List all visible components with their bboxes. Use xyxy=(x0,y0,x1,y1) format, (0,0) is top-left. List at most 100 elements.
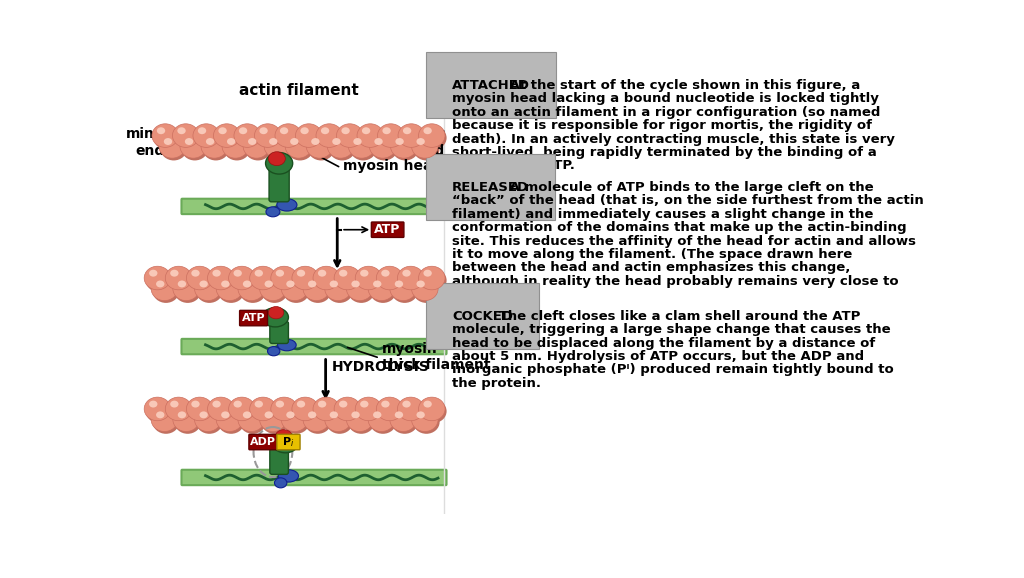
Ellipse shape xyxy=(330,412,338,418)
Text: “back” of the head (that is, on the side furthest from the actin: “back” of the head (that is, on the side… xyxy=(452,194,924,207)
Text: because it is responsible for rigor mortis, the rigidity of: because it is responsible for rigor mort… xyxy=(452,119,872,132)
Ellipse shape xyxy=(303,277,330,301)
Ellipse shape xyxy=(360,401,369,407)
Ellipse shape xyxy=(330,280,338,287)
Ellipse shape xyxy=(154,126,180,150)
Ellipse shape xyxy=(356,269,383,292)
Text: the actin.): the actin.) xyxy=(452,288,529,301)
Ellipse shape xyxy=(195,277,221,301)
Ellipse shape xyxy=(334,266,360,290)
Ellipse shape xyxy=(201,135,227,158)
Ellipse shape xyxy=(413,137,439,161)
Ellipse shape xyxy=(228,397,255,421)
Ellipse shape xyxy=(218,127,226,134)
Text: it to move along the filament. (The space drawn here: it to move along the filament. (The spac… xyxy=(452,248,852,261)
Ellipse shape xyxy=(164,138,172,145)
Ellipse shape xyxy=(356,399,383,423)
Ellipse shape xyxy=(317,126,344,150)
Ellipse shape xyxy=(351,280,359,287)
Ellipse shape xyxy=(260,408,286,432)
Ellipse shape xyxy=(212,401,221,407)
Ellipse shape xyxy=(321,127,330,134)
Ellipse shape xyxy=(186,397,213,421)
Text: P$_i$: P$_i$ xyxy=(283,435,295,449)
Ellipse shape xyxy=(402,127,412,134)
Ellipse shape xyxy=(276,199,297,211)
Ellipse shape xyxy=(266,207,280,217)
Ellipse shape xyxy=(313,397,340,421)
Text: minus
end: minus end xyxy=(126,127,173,158)
Ellipse shape xyxy=(392,137,419,161)
Ellipse shape xyxy=(348,279,375,303)
Ellipse shape xyxy=(156,412,165,418)
Ellipse shape xyxy=(144,397,171,421)
Ellipse shape xyxy=(266,137,292,161)
Ellipse shape xyxy=(412,408,438,432)
Text: head to be displaced along the filament by a distance of: head to be displaced along the filament … xyxy=(452,336,876,350)
Ellipse shape xyxy=(223,137,250,161)
Text: plus
end: plus end xyxy=(414,127,446,158)
Ellipse shape xyxy=(369,408,394,432)
Ellipse shape xyxy=(206,138,214,145)
Ellipse shape xyxy=(308,412,316,418)
Ellipse shape xyxy=(144,266,171,290)
Ellipse shape xyxy=(165,266,191,290)
Ellipse shape xyxy=(209,399,236,423)
Ellipse shape xyxy=(297,270,305,277)
Ellipse shape xyxy=(238,277,264,301)
Ellipse shape xyxy=(255,124,281,147)
Ellipse shape xyxy=(327,279,353,303)
Ellipse shape xyxy=(287,137,313,161)
Ellipse shape xyxy=(417,138,425,145)
Ellipse shape xyxy=(269,138,278,145)
Text: At the start of the cycle shown in this figure, a: At the start of the cycle shown in this … xyxy=(505,79,860,91)
Ellipse shape xyxy=(272,433,299,453)
Ellipse shape xyxy=(167,269,194,292)
Ellipse shape xyxy=(215,126,242,150)
Ellipse shape xyxy=(308,137,335,161)
Ellipse shape xyxy=(227,138,236,145)
Ellipse shape xyxy=(339,270,347,277)
Ellipse shape xyxy=(391,279,418,303)
Ellipse shape xyxy=(243,412,251,418)
Text: molecule of ATP.: molecule of ATP. xyxy=(452,160,574,172)
Ellipse shape xyxy=(197,279,222,303)
Ellipse shape xyxy=(270,266,297,290)
Ellipse shape xyxy=(378,269,404,292)
Ellipse shape xyxy=(188,399,214,423)
Ellipse shape xyxy=(419,266,445,290)
Text: HYDROLYSIS: HYDROLYSIS xyxy=(332,360,430,373)
Ellipse shape xyxy=(265,153,293,174)
Ellipse shape xyxy=(294,269,319,292)
Ellipse shape xyxy=(296,124,322,147)
Ellipse shape xyxy=(159,135,185,158)
Ellipse shape xyxy=(334,397,360,421)
Ellipse shape xyxy=(417,280,425,287)
Ellipse shape xyxy=(424,270,432,277)
Ellipse shape xyxy=(178,280,186,287)
Ellipse shape xyxy=(399,126,426,150)
Ellipse shape xyxy=(195,126,221,150)
Ellipse shape xyxy=(208,397,234,421)
Ellipse shape xyxy=(221,412,229,418)
Ellipse shape xyxy=(373,280,381,287)
Text: onto an actin filament in a rigor configuration (so named: onto an actin filament in a rigor config… xyxy=(452,106,881,118)
Ellipse shape xyxy=(233,124,260,147)
Ellipse shape xyxy=(251,269,278,292)
Ellipse shape xyxy=(300,127,309,134)
Ellipse shape xyxy=(174,279,201,303)
Ellipse shape xyxy=(355,397,382,421)
FancyBboxPatch shape xyxy=(181,339,446,354)
Ellipse shape xyxy=(328,135,354,158)
Ellipse shape xyxy=(170,401,178,407)
Text: The cleft closes like a clam shell around the ATP: The cleft closes like a clam shell aroun… xyxy=(495,310,861,323)
Ellipse shape xyxy=(200,280,208,287)
Ellipse shape xyxy=(341,127,350,134)
Ellipse shape xyxy=(378,124,404,147)
Ellipse shape xyxy=(297,126,324,150)
Ellipse shape xyxy=(286,135,311,158)
Ellipse shape xyxy=(306,135,333,158)
Ellipse shape xyxy=(150,270,158,277)
Ellipse shape xyxy=(209,269,236,292)
Ellipse shape xyxy=(336,269,362,292)
